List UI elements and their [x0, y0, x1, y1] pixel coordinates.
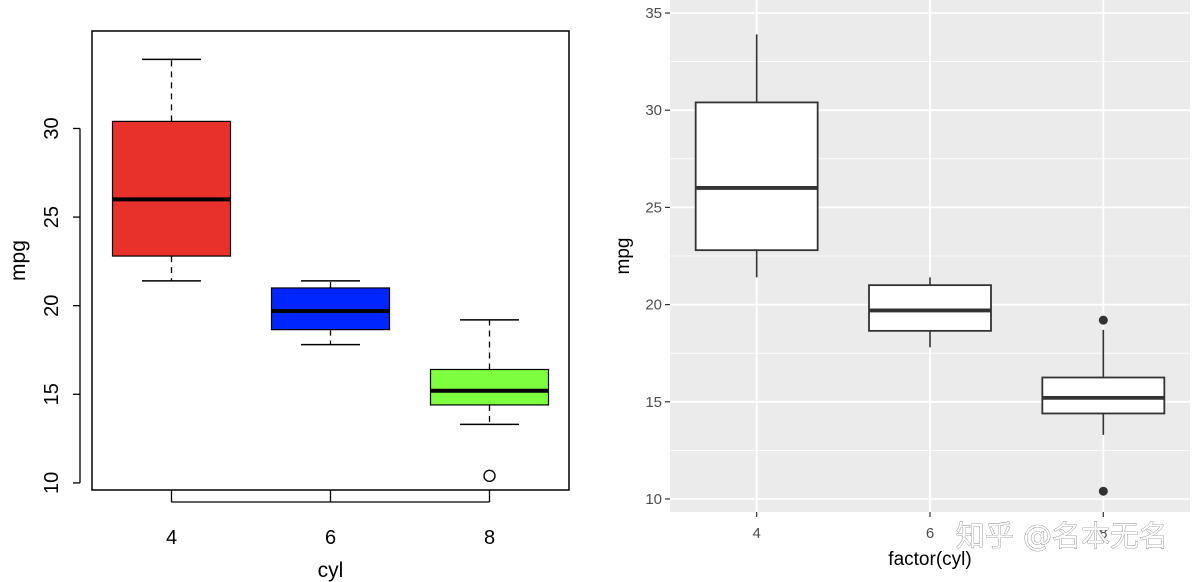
x-tick-label: 4 — [166, 527, 177, 549]
outlier-point-8 — [1098, 486, 1108, 496]
y-tick-label: 15 — [645, 394, 662, 411]
y-tick-label: 20 — [645, 297, 662, 314]
y-tick-label: 20 — [41, 295, 63, 317]
y-tick-label: 25 — [645, 199, 662, 216]
box-8 — [1041, 376, 1166, 415]
y-axis-title: mpg — [7, 240, 30, 281]
outlier-point-8 — [1098, 315, 1108, 325]
base-boxplot-chart: 10 15 20 25 30 4 6 8 cyl mpg — [7, 30, 570, 582]
box-4 — [694, 101, 819, 252]
y-tick-label: 35 — [645, 5, 662, 22]
x-tick-label: 6 — [325, 527, 336, 549]
y-tick-label: 30 — [41, 117, 63, 139]
x-tick-label: 4 — [752, 525, 760, 542]
y-tick-label: 30 — [645, 102, 662, 119]
x-axis-title: factor(cyl) — [888, 549, 971, 570]
outlier-point-8 — [483, 469, 496, 483]
x-tick-label: 8 — [484, 527, 495, 549]
y-tick-label: 25 — [41, 206, 63, 228]
x-tick-label: 8 — [1099, 525, 1107, 542]
box-6 — [270, 287, 391, 331]
box-4 — [111, 120, 232, 257]
y-tick-label: 15 — [41, 383, 63, 405]
box-8 — [429, 368, 550, 406]
y-axis-title: mpg — [613, 238, 634, 275]
y-tick-label: 10 — [645, 491, 662, 508]
x-axis-title: cyl — [318, 559, 344, 582]
watermark-text: 知乎 @名本无名 — [956, 519, 1168, 553]
x-tick-label: 6 — [926, 525, 934, 542]
y-tick-label: 10 — [41, 472, 63, 494]
box-6 — [868, 284, 992, 332]
